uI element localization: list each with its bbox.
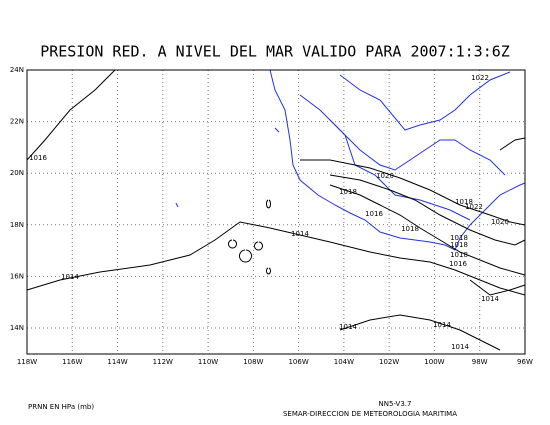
contour-labels: 1022101610201018101610181014101810221020… bbox=[29, 74, 509, 351]
contour bbox=[339, 314, 501, 351]
map-title: PRESION RED. A NIVEL DEL MAR VALIDO PARA… bbox=[40, 43, 510, 61]
footer-credit: SEMAR-DIRECCION DE METEOROLOGIA MARITIMA bbox=[283, 410, 457, 418]
contour-label: 1016 bbox=[449, 260, 467, 268]
contour-label: 1016 bbox=[29, 154, 47, 162]
contour-label: 1018 bbox=[455, 198, 473, 206]
contour bbox=[300, 159, 526, 226]
lon-label: 104W bbox=[334, 358, 354, 366]
lon-label: 102W bbox=[379, 358, 399, 366]
lon-label: 108W bbox=[243, 358, 263, 366]
coastlines bbox=[175, 69, 526, 251]
footer-units: PRNN EN HPa (mb) bbox=[28, 403, 94, 411]
lon-label: 112W bbox=[153, 358, 173, 366]
contour-label: 1018 bbox=[401, 225, 419, 233]
contour-label: 1018 bbox=[450, 251, 468, 259]
lon-label: 114W bbox=[107, 358, 127, 366]
lat-label: 20N bbox=[10, 169, 24, 177]
grid: 24N 22N 20N 18N 16N 14N 118W 116W 114W 112W 110W 10… bbox=[10, 66, 533, 366]
lon-label: 116W bbox=[62, 358, 82, 366]
state-borders bbox=[299, 94, 506, 176]
islands bbox=[175, 127, 280, 208]
contour bbox=[26, 221, 526, 296]
contour bbox=[26, 69, 116, 161]
contour bbox=[228, 199, 271, 275]
contour-label: 1020 bbox=[376, 172, 394, 180]
coastline bbox=[269, 69, 526, 251]
contour bbox=[329, 184, 526, 276]
contour bbox=[329, 174, 526, 246]
contour-label: 1014 bbox=[339, 323, 357, 331]
contour-label: 1018 bbox=[339, 188, 357, 196]
lat-label: 14N bbox=[10, 324, 24, 332]
lat-label: 24N bbox=[10, 66, 24, 74]
lon-label: 100W bbox=[424, 358, 444, 366]
contour-label: 1014 bbox=[291, 230, 309, 238]
contour-label: 1022 bbox=[471, 74, 489, 82]
contour bbox=[469, 137, 526, 296]
contour-label: 1020 bbox=[491, 218, 509, 226]
contours bbox=[26, 69, 526, 351]
lat-label: 22N bbox=[10, 118, 24, 126]
contour-label: 1014 bbox=[433, 321, 451, 329]
contour-label: 1022 bbox=[465, 203, 483, 211]
lon-label: 110W bbox=[198, 358, 218, 366]
lat-label: 18N bbox=[10, 221, 24, 229]
contour-label: 1014 bbox=[451, 343, 469, 351]
contour-label: 1014 bbox=[61, 273, 79, 281]
contour-label: 1016 bbox=[365, 210, 383, 218]
lon-label: 106W bbox=[288, 358, 308, 366]
lon-label: 98W bbox=[472, 358, 488, 366]
state-borders bbox=[339, 71, 511, 131]
contour-label: 1014 bbox=[481, 295, 499, 303]
contour-label: 1018 bbox=[450, 234, 468, 242]
state-borders bbox=[329, 119, 471, 221]
contour-label: 1018 bbox=[450, 241, 468, 249]
map-frame bbox=[26, 69, 526, 355]
footer-version: NN5-V3.7 bbox=[379, 400, 412, 408]
lon-label: 118W bbox=[17, 358, 37, 366]
lon-label: 96W bbox=[517, 358, 533, 366]
lat-label: 16N bbox=[10, 272, 24, 280]
